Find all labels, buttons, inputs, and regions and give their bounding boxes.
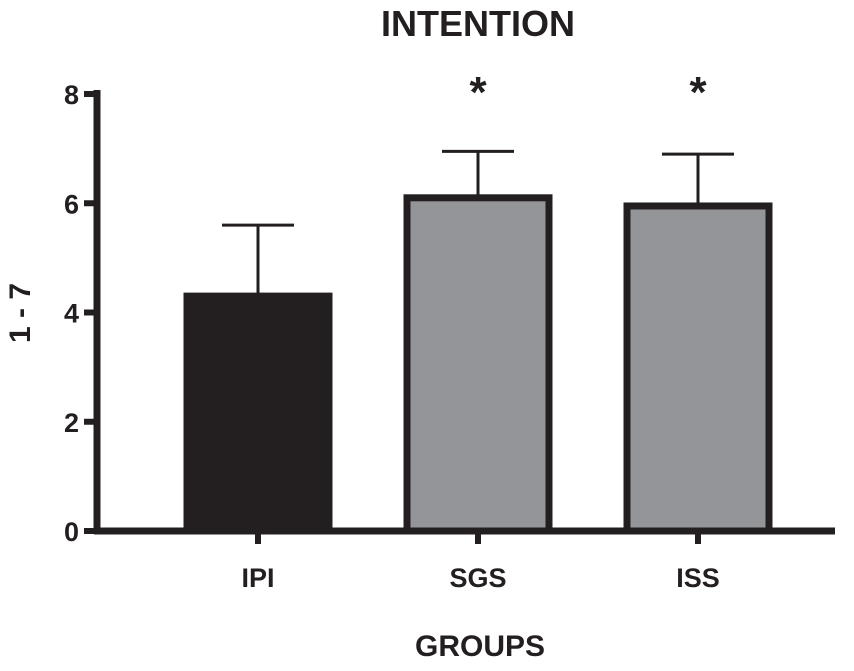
chart-title: INTENTION [381, 3, 575, 44]
bar-ipi [183, 292, 333, 535]
y-axis-label: 1 - 7 [4, 283, 37, 343]
x-tick-label-ipi: IPI [241, 563, 274, 593]
y-tick-label-0: 0 [64, 517, 79, 547]
y-tick-label-2: 2 [64, 408, 79, 438]
x-tick-label-sgs: SGS [449, 563, 506, 593]
significance-marker-iss: * [689, 68, 707, 117]
y-tick-label-6: 6 [64, 189, 79, 219]
y-tick-label-8: 8 [64, 80, 79, 110]
significance-marker-sgs: * [469, 68, 487, 117]
y-tick-label-4: 4 [64, 299, 79, 329]
bar-sgs [403, 194, 553, 535]
bar-iss [623, 202, 773, 535]
plot-area: 0 2 4 6 8 IPI SGS ISS * * [64, 68, 835, 593]
x-tick-label-iss: ISS [676, 563, 720, 593]
x-axis-label: GROUPS [415, 630, 545, 663]
